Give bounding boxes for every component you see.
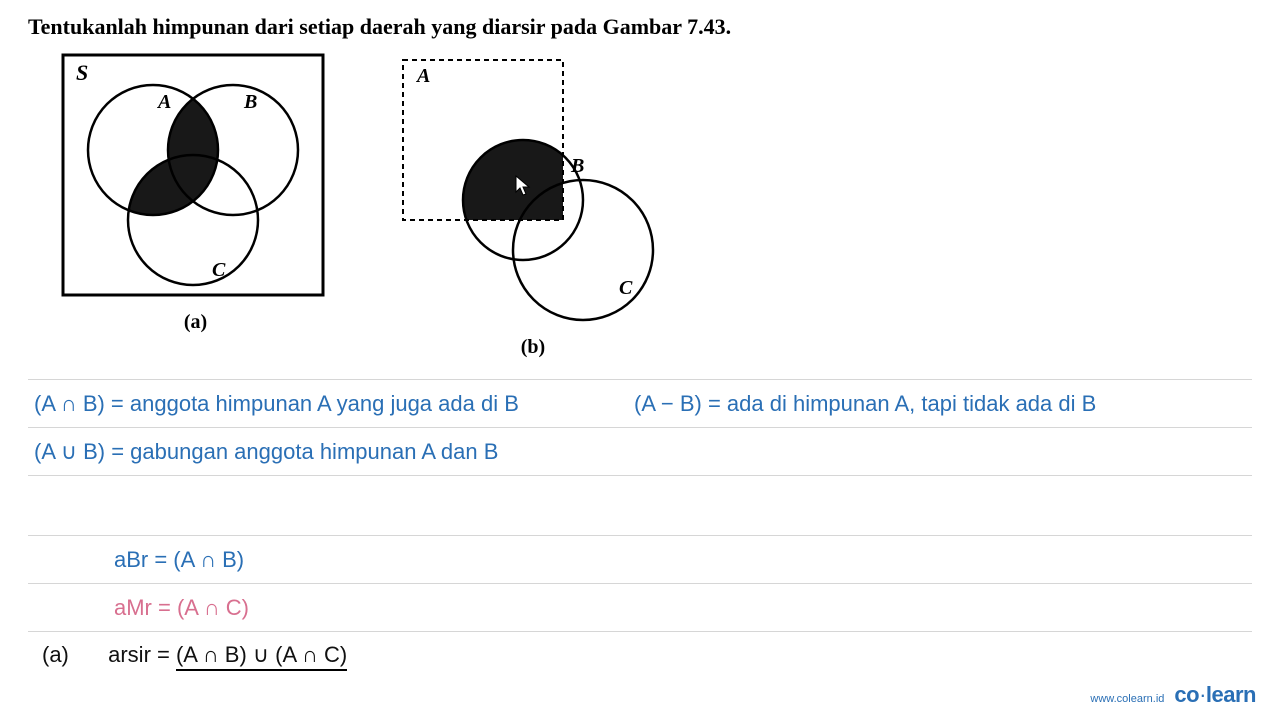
def-diff: (A − B) = ada di himpunan A, tapi tidak … — [634, 391, 1246, 417]
footer: www.colearn.id co·learn — [1090, 682, 1256, 708]
brand-co: co — [1174, 682, 1199, 707]
brand-dot: · — [1199, 682, 1206, 707]
def-union: (A ∪ B) = gabungan anggota himpunan A da… — [34, 439, 498, 465]
venn-b-svg: A B C — [393, 50, 673, 330]
label-s: S — [76, 60, 88, 85]
venn-a-svg: S A B C — [58, 50, 333, 305]
blank-row — [28, 476, 1252, 536]
abr-line: aBr = (A ∩ B) — [34, 547, 244, 573]
diagram-a: S A B C (a) — [58, 50, 333, 359]
answer-label-a: (a) — [42, 642, 102, 668]
label-b-b: B — [570, 155, 584, 177]
caption-b: (b) — [393, 336, 673, 359]
label-b-c: C — [619, 277, 633, 299]
diagram-row: S A B C (a) A — [58, 50, 1252, 359]
footer-brand: co·learn — [1174, 682, 1256, 708]
caption-a: (a) — [58, 311, 333, 334]
label-b-a: A — [415, 65, 430, 87]
label-c: C — [212, 259, 226, 281]
label-a: A — [156, 91, 171, 113]
footer-url: www.colearn.id — [1090, 693, 1164, 705]
diagram-b: A B C (b) — [393, 50, 673, 359]
label-b: B — [243, 91, 257, 113]
arsir-prefix: arsir = — [108, 642, 176, 667]
arsir-expr: (A ∩ B) ∪ (A ∩ C) — [176, 642, 347, 671]
brand-learn: learn — [1206, 682, 1256, 707]
def-intersect: (A ∩ B) = anggota himpunan A yang juga a… — [34, 391, 634, 417]
amr-line: aMr = (A ∩ C) — [34, 595, 249, 621]
notes-area: (A ∩ B) = anggota himpunan A yang juga a… — [28, 379, 1252, 680]
page-title: Tentukanlah himpunan dari setiap daerah … — [28, 14, 1252, 40]
